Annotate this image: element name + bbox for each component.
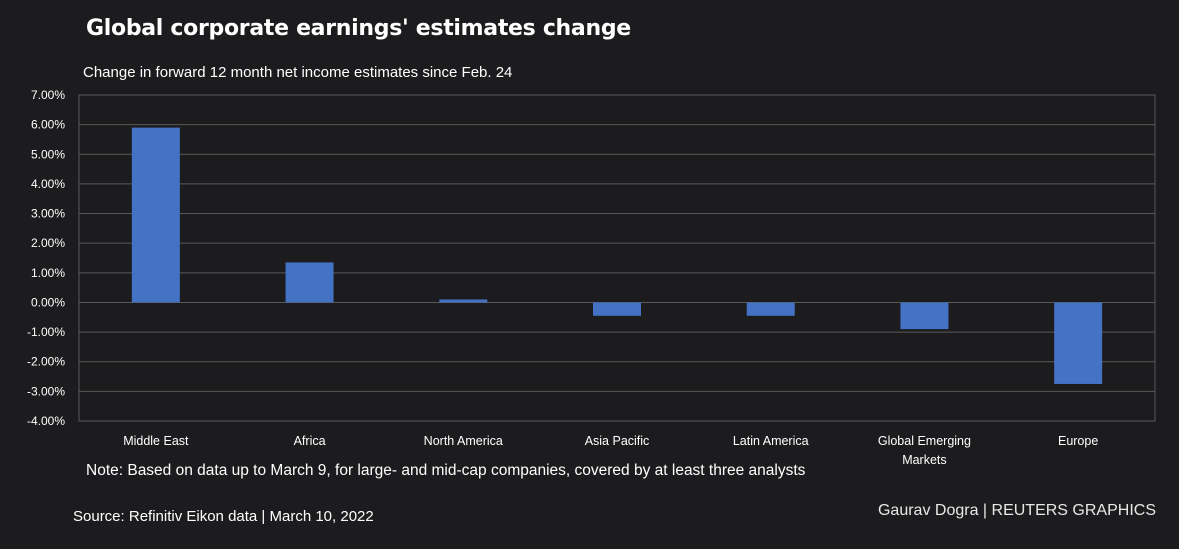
bar	[439, 299, 488, 303]
x-tick-label: North America	[424, 434, 503, 448]
y-tick-label: 1.00%	[31, 266, 65, 280]
x-tick-label: Markets	[902, 453, 946, 467]
y-tick-label: 7.00%	[31, 88, 65, 102]
y-tick-label: -3.00%	[27, 384, 65, 398]
y-tick-label: 5.00%	[31, 147, 65, 161]
y-tick-label: 4.00%	[31, 177, 65, 191]
bar	[593, 302, 641, 316]
chart-credit: Gaurav Dogra | REUTERS GRAPHICS	[877, 502, 1156, 519]
bar	[746, 302, 795, 316]
y-tick-label: 0.00%	[31, 295, 65, 309]
chart-source: Source: Refinitiv Eikon data | March 10,…	[73, 508, 374, 525]
y-tick-label: -4.00%	[27, 414, 65, 428]
bar	[131, 127, 180, 303]
y-tick-label: 6.00%	[31, 118, 65, 132]
x-tick-label: Latin America	[733, 434, 809, 448]
x-tick-label: Europe	[1058, 434, 1098, 448]
bar	[285, 262, 334, 303]
y-tick-label: 3.00%	[31, 207, 65, 221]
x-tick-label: Middle East	[123, 434, 189, 448]
y-tick-label: 2.00%	[31, 236, 65, 250]
bar	[1054, 302, 1103, 384]
y-tick-label: -2.00%	[27, 355, 65, 369]
x-tick-label: Asia Pacific	[585, 434, 650, 448]
bar	[900, 302, 949, 330]
y-tick-label: -1.00%	[27, 325, 65, 339]
chart-title: Global corporate earnings' estimates cha…	[86, 16, 631, 41]
plot-area	[78, 94, 1156, 422]
x-tick-label: Global Emerging	[878, 434, 971, 448]
chart-subtitle: Change in forward 12 month net income es…	[83, 64, 513, 81]
chart-note: Note: Based on data up to March 9, for l…	[86, 462, 806, 479]
x-tick-label: Africa	[294, 434, 326, 448]
